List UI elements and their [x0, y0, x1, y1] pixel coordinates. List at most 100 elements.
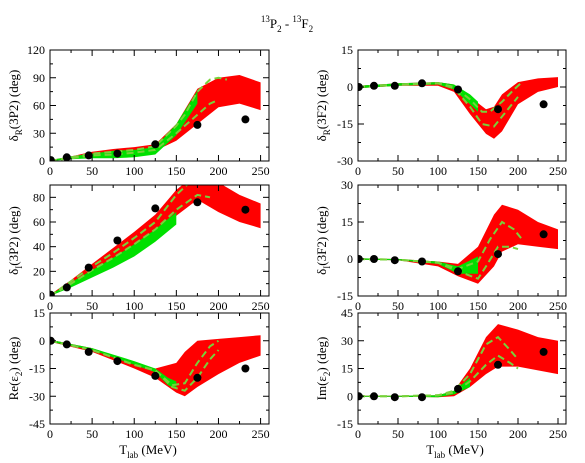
data-point: [454, 267, 462, 276]
red-band: [50, 335, 261, 397]
plot-area: [50, 75, 261, 161]
x-tick-label: 150: [167, 427, 185, 441]
dashed-line-1: [50, 185, 219, 296]
data-point: [193, 198, 202, 207]
y-tick-label: 0: [347, 80, 353, 94]
dashed-line-2: [50, 193, 211, 296]
y-axis-label-sub: I: [322, 266, 332, 269]
plot-area: [358, 77, 558, 139]
data-point: [84, 151, 93, 160]
dashed-line-2: [358, 354, 519, 398]
y-axis-label-sub: R: [14, 129, 24, 135]
y-tick-label: 60: [33, 99, 45, 113]
title-separator: -: [282, 16, 293, 31]
data-point: [539, 347, 548, 356]
data-point: [113, 357, 122, 366]
x-tick-label: 50: [392, 299, 404, 313]
axes-frame: [357, 49, 567, 162]
x-tick-label: 200: [509, 164, 527, 178]
y-axis-label-main: δ: [6, 269, 21, 275]
x-tick-label: 200: [209, 299, 227, 313]
dashed-line-2: [50, 339, 220, 392]
data-point: [113, 149, 122, 158]
y-axis-label-main: δ: [314, 135, 329, 141]
title-sub-2: 2: [309, 24, 314, 34]
x-tick-label: 50: [392, 164, 404, 178]
y-axis-label-suffix: ) (deg): [314, 337, 329, 372]
dashed-line-2: [358, 82, 519, 128]
y-axis-label-sub: 2: [14, 372, 24, 377]
xlabel-left-unit: (MeV): [138, 442, 177, 457]
data-point: [113, 236, 122, 245]
y-tick-label: 15: [341, 362, 353, 376]
xlabel-left: Tlab (MeV): [119, 442, 177, 460]
y-tick-label: -30: [29, 389, 45, 403]
x-tick-label: 250: [252, 299, 270, 313]
red-band: [358, 204, 558, 284]
y-axis-label: δR(3F2) (deg): [314, 70, 332, 142]
x-tick-label: 150: [167, 164, 185, 178]
y-axis-label-main: δ: [6, 135, 21, 141]
red-band: [358, 324, 558, 398]
data-point: [494, 360, 502, 369]
y-tick-label: 15: [341, 43, 353, 57]
y-axis-label-sub: R: [322, 129, 332, 135]
data-point: [418, 257, 426, 266]
x-tick-label: 100: [429, 164, 447, 178]
x-tick-label: 0: [355, 164, 361, 178]
x-tick-label: 50: [392, 427, 404, 441]
x-tick-label: 100: [429, 299, 447, 313]
y-tick-label: 0: [347, 252, 353, 266]
y-axis-label: δR(3P2) (deg): [6, 70, 24, 142]
data-point: [539, 230, 548, 239]
data-point: [454, 85, 462, 94]
y-tick-label: -15: [29, 362, 45, 376]
data-point: [539, 100, 548, 109]
green-band: [358, 256, 478, 274]
dashed-line-2: [358, 245, 519, 280]
y-axis-label: Im(ε2) (deg): [314, 337, 332, 401]
y-axis-label: δI(3F2) (deg): [314, 206, 332, 275]
y-axis-label-sub: 2: [322, 372, 332, 377]
x-tick-label: 150: [469, 164, 487, 178]
red-band: [358, 77, 558, 139]
plot-area: [50, 185, 261, 296]
y-axis-label-suffix: (3P2) (deg): [6, 206, 21, 266]
y-tick-label: 15: [33, 306, 45, 320]
data-point: [370, 81, 378, 90]
y-tick-label: 0: [39, 154, 45, 168]
x-tick-label: 50: [86, 164, 98, 178]
data-point: [390, 256, 399, 265]
panel-dR_3F2: 0 50 100 150 200 250 -30 -15 0 15 δR(3F2) (deg): [314, 43, 567, 178]
plot-area: [358, 204, 558, 284]
xlabel-left-sub: lab: [127, 450, 138, 460]
x-tick-label: 0: [47, 427, 53, 441]
y-tick-label: 30: [33, 126, 45, 140]
data-point: [390, 393, 399, 402]
y-tick-label: 0: [39, 289, 45, 303]
y-tick-label: 0: [39, 334, 45, 348]
y-axis-label-suffix: ) (deg): [6, 337, 21, 372]
x-tick-label: 250: [549, 299, 567, 313]
x-tick-label: 100: [125, 164, 143, 178]
data-point: [494, 105, 502, 114]
xlabel-right-sub: lab: [434, 450, 445, 460]
data-point: [62, 340, 71, 349]
title-letter-2: F: [301, 16, 308, 31]
y-tick-label: 60: [33, 215, 45, 229]
xlabel-right-unit: (MeV): [445, 442, 484, 457]
y-tick-label: 15: [341, 215, 353, 229]
y-tick-label: 90: [33, 71, 45, 85]
y-tick-label: -30: [337, 154, 353, 168]
x-tick-label: 100: [429, 427, 447, 441]
xlabel-right-main: T: [426, 442, 434, 457]
y-axis-label-suffix: (3P2) (deg): [6, 70, 21, 130]
x-tick-label: 200: [509, 427, 527, 441]
y-tick-label: 30: [341, 334, 353, 348]
title-iso-2: 13: [292, 14, 302, 24]
data-point: [50, 156, 55, 161]
plot-area: [50, 335, 261, 397]
data-point: [241, 364, 250, 373]
